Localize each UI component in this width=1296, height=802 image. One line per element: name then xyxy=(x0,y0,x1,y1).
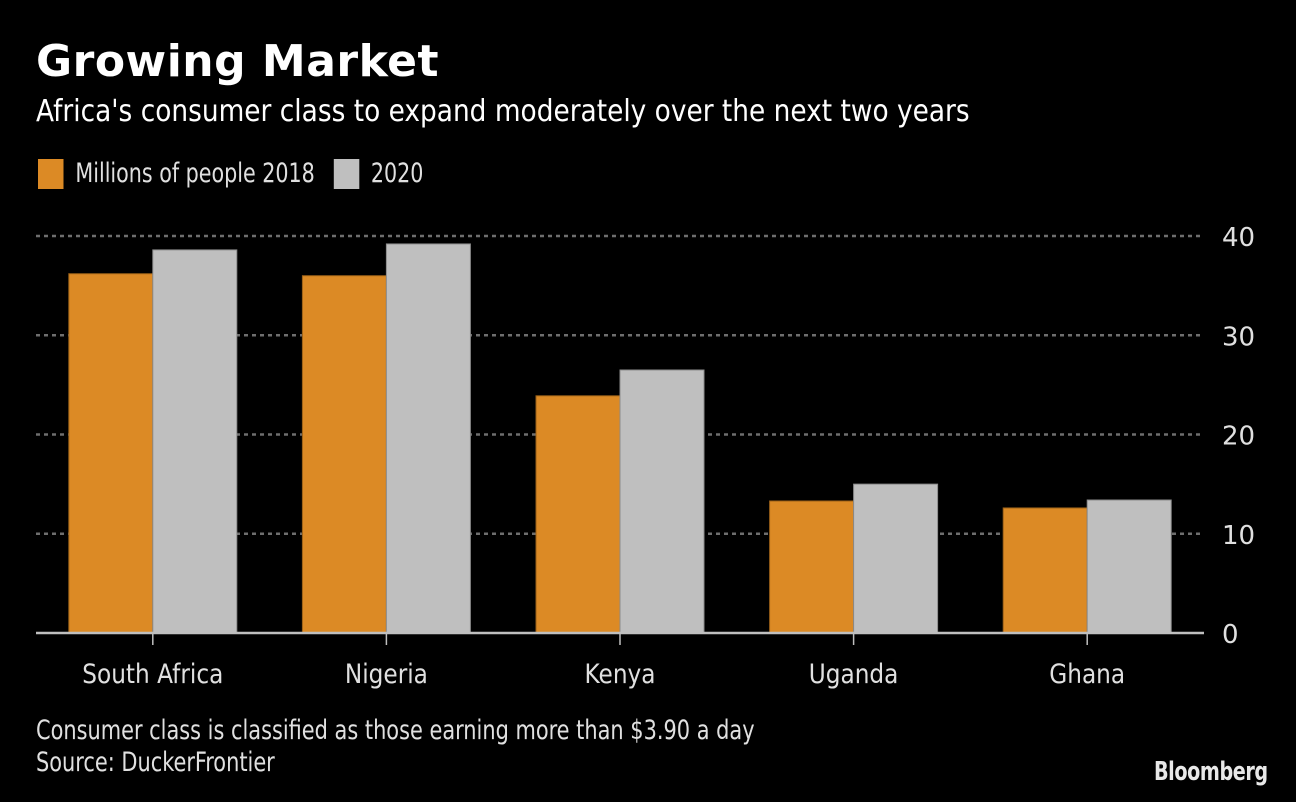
bars xyxy=(68,243,1172,634)
footnote-source: Source: DuckerFrontier xyxy=(36,747,275,778)
y-tick-label: 40 xyxy=(1222,223,1255,253)
x-tick-label: Ghana xyxy=(1049,658,1125,689)
legend: Millions of people 2018 2020 xyxy=(38,158,442,189)
bar-2018-kenya xyxy=(535,395,621,634)
footnote-note: Consumer class is classified as those ea… xyxy=(36,715,755,746)
bar-2020-kenya xyxy=(619,369,705,634)
bar-2018-south-africa xyxy=(68,273,154,634)
y-axis-ticks: 0 10 20 30 40 xyxy=(1222,223,1255,650)
bar-2018-nigeria xyxy=(301,275,387,634)
bar-2020-nigeria xyxy=(385,243,471,634)
bar-2020-ghana xyxy=(1086,499,1172,634)
x-tick-label: Uganda xyxy=(809,658,899,689)
x-tick-label: South Africa xyxy=(82,658,223,689)
y-tick-label: 20 xyxy=(1222,422,1255,452)
legend-item-2020: 2020 xyxy=(333,158,423,189)
x-tick-label: Kenya xyxy=(584,658,655,689)
footnote: Consumer class is classified as those ea… xyxy=(36,715,755,779)
legend-swatch-2020 xyxy=(333,158,359,189)
y-tick-label: 30 xyxy=(1222,322,1255,352)
bar-2020-uganda xyxy=(853,483,939,634)
bar-2018-ghana xyxy=(1002,507,1088,634)
x-tick-label: Nigeria xyxy=(345,658,428,689)
legend-label-2018: Millions of people 2018 xyxy=(75,158,315,189)
bar-2018-uganda xyxy=(769,500,855,634)
legend-swatch-2018 xyxy=(38,158,64,189)
y-tick-label: 10 xyxy=(1222,521,1255,551)
x-axis xyxy=(36,631,1204,645)
legend-item-2018: Millions of people 2018 xyxy=(38,158,315,189)
bloomberg-logo: Bloomberg xyxy=(1154,757,1268,787)
x-axis-labels: South Africa Nigeria Kenya Uganda Ghana xyxy=(82,658,1125,689)
chart-subtitle: Africa's consumer class to expand modera… xyxy=(36,94,970,129)
y-tick-label: 0 xyxy=(1222,620,1239,650)
legend-label-2020: 2020 xyxy=(370,158,424,189)
chart-title: Growing Market xyxy=(36,36,440,87)
bar-2020-south-africa xyxy=(152,249,238,634)
